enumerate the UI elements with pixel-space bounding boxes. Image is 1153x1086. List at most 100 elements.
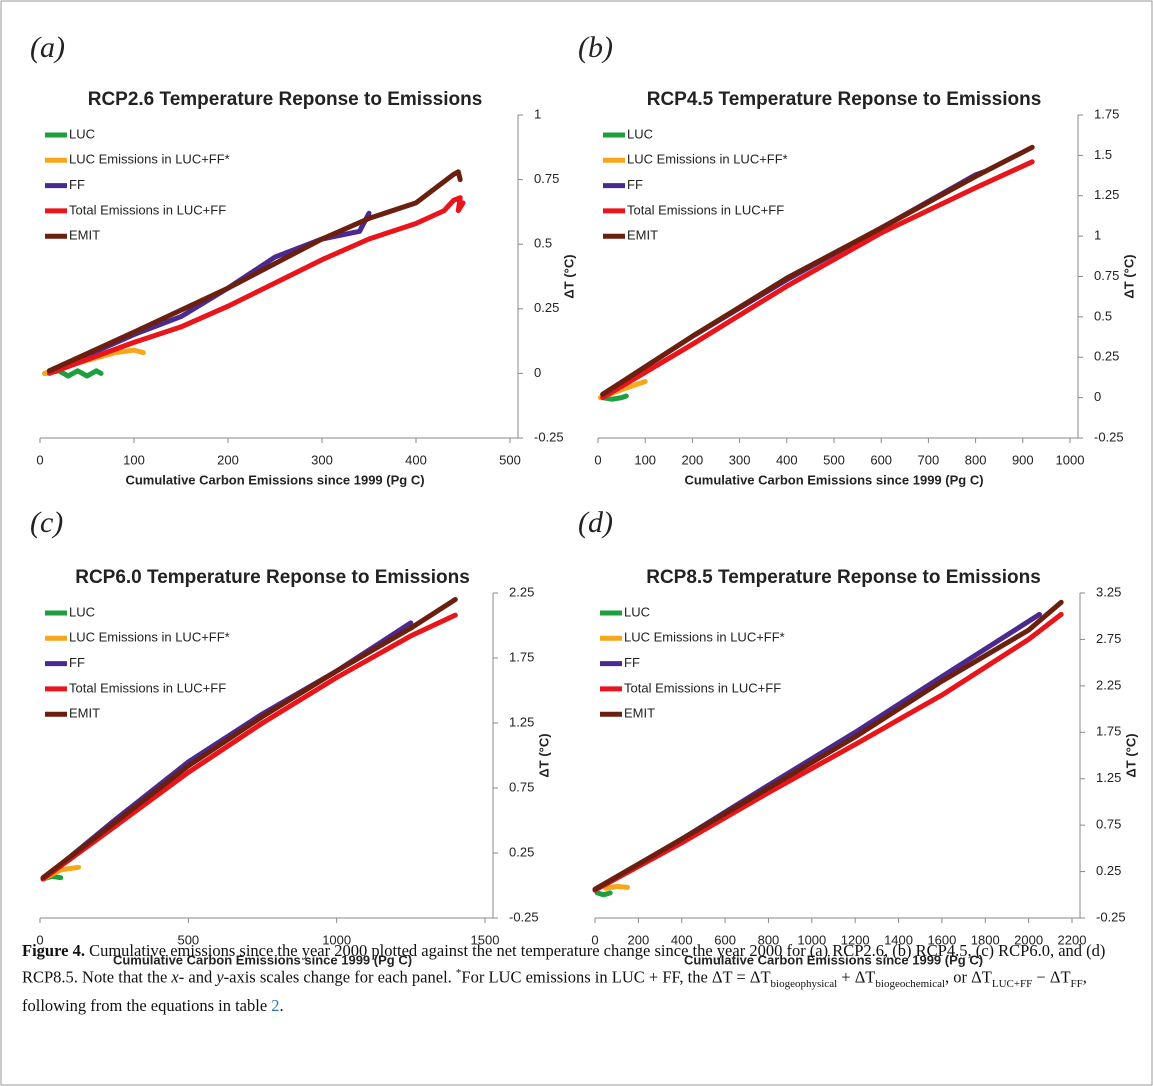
series-line [46,169,463,374]
caption-text: - and [178,967,217,987]
chart-title: RCP6.0 Temperature Reponse to Emissions [75,567,470,588]
x-tick-label: 1800 [971,932,1000,947]
x-tick-label: 400 [776,452,798,467]
x-tick-label: 0 [36,452,43,467]
caption-text: LUC+FF [991,977,1033,990]
legend-label: FF [627,177,643,192]
x-tick-label: 200 [217,452,239,467]
series-line [600,393,629,402]
series-line [600,159,1035,401]
caption-text: y [216,967,224,987]
series-line [600,144,1035,397]
legend-label: FF [69,655,85,670]
caption-text: Cumulative emissions since the year 2000… [22,941,1106,987]
y-tick-label: 0 [1094,389,1101,404]
x-tick-label: 600 [714,932,736,947]
y-tick-label: 0.75 [1096,817,1121,832]
x-tick-label: 500 [823,452,845,467]
y-tick-label: 0.5 [1094,308,1112,323]
x-tick-label: 1000 [322,932,351,947]
y-tick-label: 0.25 [1096,863,1121,878]
y-tick-label: 1.25 [509,714,534,729]
x-tick-label: 200 [628,932,650,947]
legend-label: EMIT [69,706,100,721]
chart-title: RCP2.6 Temperature Reponse to Emissions [88,89,483,110]
y-tick-label: -0.25 [1094,429,1124,444]
legend-label: LUC [69,126,95,141]
x-tick-label: 1000 [1056,452,1085,467]
legend-label: Total Emissions in LUC+FF [69,680,226,695]
legend-label: FF [624,655,640,670]
x-axis-label: Cumulative Carbon Emissions since 1999 (… [684,952,983,967]
y-tick-label: 0.25 [1094,349,1119,364]
legend-label: EMIT [69,228,100,243]
caption-text[interactable]: 2 [271,995,280,1015]
y-tick-label: 1.75 [1094,106,1119,121]
caption-text: For LUC emissions in LUC + FF, the ΔT = … [461,967,771,987]
y-axis-label: ΔT (°C) [1121,254,1136,298]
x-tick-label: 0 [36,932,43,947]
y-axis-label: ΔT (°C) [1123,733,1138,777]
y-tick-label: 1.75 [1096,724,1121,739]
legend-label: LUC Emissions in LUC+FF* [627,152,788,167]
x-tick-label: 1200 [841,932,870,947]
y-tick-label: 1 [1094,228,1101,243]
legend-label: Total Emissions in LUC+FF [627,202,784,217]
y-tick-label: 0.5 [534,236,552,251]
y-tick-label: 0.25 [534,300,559,315]
y-axis-label: ΔT (°C) [561,254,576,298]
y-tick-label: 2.25 [509,584,534,599]
y-axis-label: ΔT (°C) [536,733,551,777]
legend-label: LUC [624,604,650,619]
legend-label: EMIT [624,706,655,721]
legend-label: LUC [627,126,653,141]
panel-label: (d) [578,506,613,539]
panel-label: (a) [30,31,65,64]
caption-text: x [171,967,179,987]
y-tick-label: 3.25 [1096,584,1121,599]
x-tick-label: 2000 [1014,932,1043,947]
legend-label: FF [69,177,85,192]
series-line [592,599,1064,892]
x-tick-label: 800 [758,932,780,947]
x-tick-label: 300 [311,452,333,467]
x-tick-label: 100 [123,452,145,467]
caption-text: + ΔT [837,967,876,987]
caption-text: . [279,995,284,1015]
series-line [594,890,613,898]
x-tick-label: 1000 [797,932,826,947]
x-tick-label: 700 [918,452,940,467]
series-line [603,883,630,891]
chart-title: RCP8.5 Temperature Reponse to Emissions [646,567,1041,588]
y-tick-label: 1.25 [1096,770,1121,785]
y-tick-label: 0.75 [534,171,559,186]
series-line [40,597,458,881]
x-tick-label: 500 [499,452,521,467]
panel-label: (c) [30,506,63,539]
panel-label: (b) [578,31,613,64]
caption-text: Figure 4. [22,941,85,960]
y-tick-label: -0.25 [534,429,564,444]
x-tick-label: 400 [671,932,693,947]
caption: Figure 4. Cumulative emissions since the… [22,940,1134,1017]
legend-label: Total Emissions in LUC+FF [624,680,781,695]
x-tick-label: 0 [594,452,601,467]
x-tick-label: 400 [405,452,427,467]
x-tick-label: 900 [1012,452,1034,467]
caption-text: biogeophysical [770,977,838,990]
y-tick-label: 0 [534,365,541,380]
y-tick-label: 0.75 [1094,268,1119,283]
x-tick-label: 600 [870,452,892,467]
caption-text: , or ΔT [945,967,992,987]
x-tick-label: 200 [682,452,704,467]
x-tick-label: 1500 [471,932,500,947]
series-line [46,195,466,376]
caption-text: FF [1070,977,1083,990]
y-tick-label: 1 [534,106,541,121]
legend-label: EMIT [627,228,658,243]
x-tick-label: 2200 [1058,932,1087,947]
series-line [40,612,458,882]
caption-text: biogeochemical [875,977,946,990]
